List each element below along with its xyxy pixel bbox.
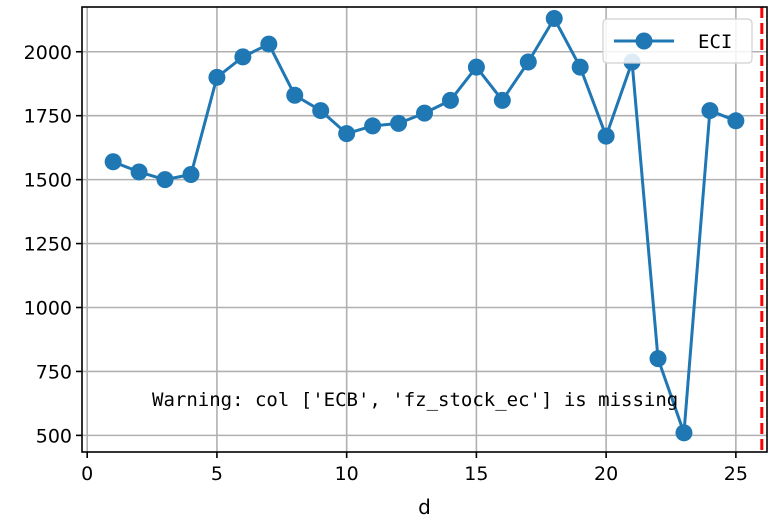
data-point	[390, 114, 408, 132]
data-point	[727, 112, 745, 130]
y-tick-label: 1500	[24, 170, 72, 192]
data-point	[260, 35, 278, 53]
grid	[82, 7, 767, 452]
data-point	[701, 102, 719, 120]
y-tick-label: 750	[36, 361, 72, 383]
y-tick-label: 1000	[24, 298, 72, 320]
legend: ECI	[602, 18, 753, 64]
data-point	[156, 171, 174, 189]
data-point	[545, 10, 563, 28]
legend-label-eci: ECI	[698, 31, 732, 53]
data-point	[441, 91, 459, 109]
warning-annotation: Warning: col ['ECB', 'fz_stock_ec'] is m…	[152, 389, 678, 411]
data-point	[104, 153, 122, 171]
x-tick-label: 5	[211, 463, 223, 485]
data-point	[675, 424, 693, 442]
data-point	[519, 53, 537, 71]
data-point	[597, 127, 615, 145]
data-point	[364, 117, 382, 135]
x-tick-label: 20	[594, 463, 618, 485]
data-point	[234, 48, 252, 66]
y-tick-label: 1750	[24, 106, 72, 128]
x-tick-label: 10	[335, 463, 359, 485]
plot-frame	[81, 6, 768, 453]
y-tick-label: 1250	[24, 234, 72, 256]
y-tick-label: 2000	[24, 42, 72, 64]
data-point	[182, 166, 200, 184]
legend-box	[602, 18, 753, 64]
data-point	[571, 58, 589, 76]
axes	[76, 6, 768, 458]
data-point	[649, 350, 667, 368]
tick-labels: 0 5 10 15 20 25 500 750 1000 1250 1500 1750 2000	[24, 42, 748, 485]
x-axis-label: d	[418, 495, 431, 519]
data-point	[130, 163, 148, 181]
x-tick-label: 15	[464, 463, 488, 485]
data-point	[338, 125, 356, 143]
y-tick-label: 500	[36, 425, 72, 447]
data-point	[312, 102, 330, 120]
data-point	[467, 58, 485, 76]
data-point	[493, 91, 511, 109]
data-point	[286, 86, 304, 104]
data-point	[208, 68, 226, 86]
x-tick-label: 25	[724, 463, 748, 485]
x-tick-label: 0	[81, 463, 93, 485]
data-point	[416, 104, 433, 122]
legend-marker	[635, 32, 653, 50]
series-layer	[104, 10, 745, 442]
